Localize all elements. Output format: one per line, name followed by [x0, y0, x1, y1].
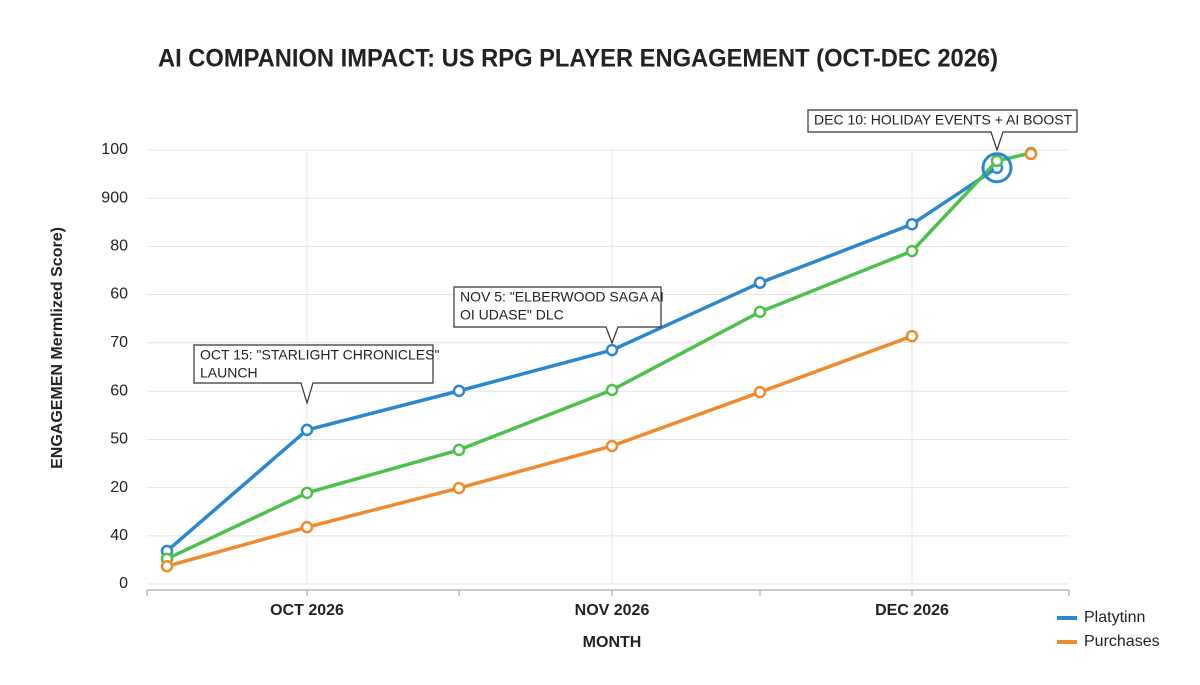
- annotation-text: DEC 10: HOLIDAY EVENTS + AI BOOST: [814, 112, 1073, 128]
- x-axis-label: MONTH: [583, 634, 642, 651]
- annotation-box: [453, 286, 662, 345]
- legend-label: Purchases: [1084, 633, 1160, 650]
- annotation-box: [807, 109, 1078, 152]
- data-point: [605, 383, 619, 397]
- annotation-box: [193, 344, 434, 406]
- data-point: [300, 520, 314, 534]
- y-tick-label: 50: [110, 431, 128, 448]
- data-point: [300, 423, 314, 437]
- annotation-text: OCT 15: "STARLIGHT CHRONICLES": [200, 347, 439, 363]
- data-point: [300, 486, 314, 500]
- data-point: [160, 559, 174, 573]
- x-tick-label: OCT 2026: [270, 602, 344, 619]
- y-tick-label: 60: [110, 383, 128, 400]
- data-point: [605, 439, 619, 453]
- data-point: [905, 217, 919, 231]
- series-line: [166, 334, 913, 568]
- y-tick-label: 100: [101, 141, 128, 158]
- y-tick-label: 20: [110, 479, 128, 496]
- annotation-text: NOV 5: "ELBERWOOD SAGA AI: [460, 289, 664, 305]
- y-tick-label: 80: [110, 238, 128, 255]
- data-point: [753, 305, 767, 319]
- highlight-ring: [981, 152, 1013, 184]
- chart-title: AI COMPANION IMPACT: US RPG PLAYER ENGAG…: [158, 45, 998, 73]
- y-tick-label: 60: [110, 286, 128, 303]
- series-line: [166, 151, 1032, 561]
- y-tick-label: 900: [101, 189, 128, 206]
- data-point: [905, 244, 919, 258]
- data-point: [452, 384, 466, 398]
- legend-label: Platytinn: [1084, 609, 1145, 626]
- x-tick-label: DEC 2026: [875, 602, 949, 619]
- annotation-text: LAUNCH: [200, 365, 258, 381]
- data-point: [753, 276, 767, 290]
- y-axis-label: ENGAGEMEN Mermlized Score): [49, 227, 66, 469]
- data-point: [753, 385, 767, 399]
- y-tick-label: 0: [119, 575, 128, 592]
- annotation-text: OI UDASE" DLC: [460, 307, 564, 323]
- data-point: [1024, 147, 1038, 161]
- y-tick-label: 40: [110, 527, 128, 544]
- data-point: [605, 343, 619, 357]
- data-point: [905, 329, 919, 343]
- data-point: [452, 481, 466, 495]
- data-point: [452, 443, 466, 457]
- data-point: [990, 154, 1004, 168]
- y-tick-label: 70: [110, 334, 128, 351]
- x-tick-label: NOV 2026: [575, 602, 650, 619]
